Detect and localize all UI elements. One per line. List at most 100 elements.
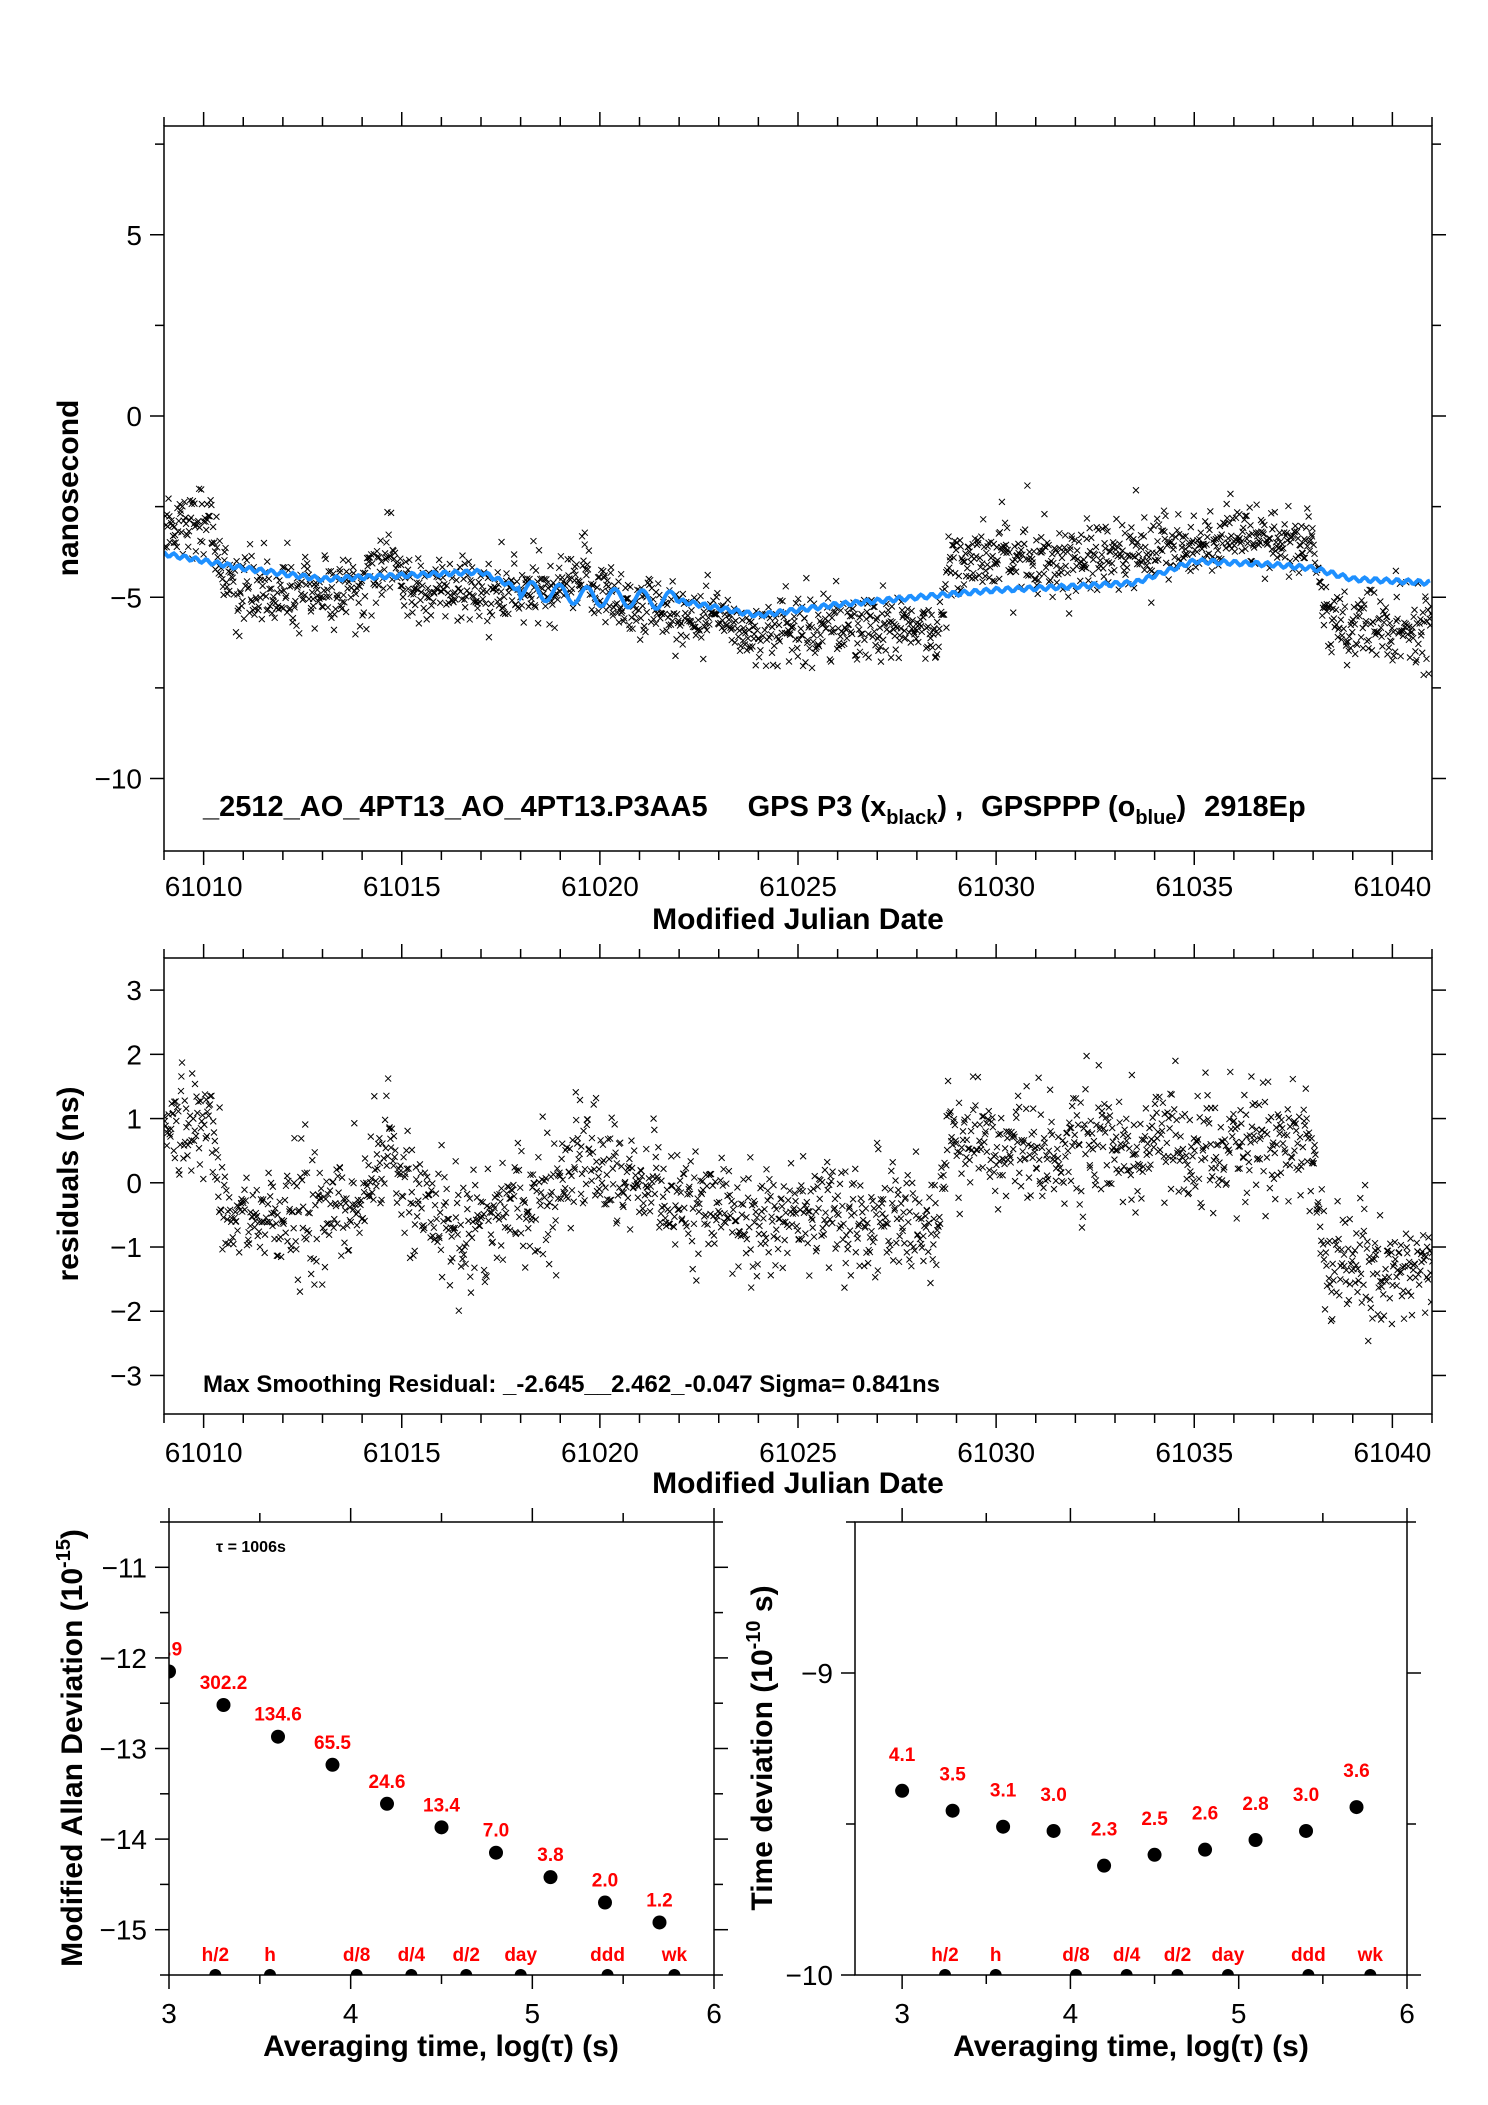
x-tick-label: 61025 [759, 871, 837, 902]
data-point-x [346, 1216, 354, 1224]
data-point-x [1237, 1106, 1244, 1114]
data-point-x [184, 1141, 192, 1149]
data-point-x [266, 585, 273, 593]
data-point-x [499, 1159, 506, 1167]
data-point-x [1357, 633, 1365, 641]
data-point-x [211, 548, 219, 555]
data-point-x [803, 1198, 811, 1206]
data-point-x [1061, 544, 1068, 551]
data-point-x [803, 639, 811, 647]
data-point-x [195, 1098, 202, 1106]
data-point-x [390, 1132, 398, 1140]
data-point-x [550, 1140, 558, 1147]
data-point-x [1188, 539, 1196, 547]
data-point-x [406, 1254, 414, 1262]
data-point-x [489, 1238, 497, 1246]
data-point-x [324, 586, 331, 593]
data-point-x [399, 593, 407, 601]
data-point-x [1279, 1140, 1287, 1147]
data-point-x [922, 655, 929, 663]
data-point-x [1094, 526, 1102, 534]
data-point-x [459, 1255, 466, 1263]
data-point-x [1307, 1187, 1315, 1195]
data-point-x [738, 1211, 746, 1219]
data-point-x [249, 1191, 257, 1199]
data-point-x [614, 1192, 622, 1199]
data-point-x [872, 616, 880, 624]
data-point-x [173, 1103, 181, 1111]
data-point-x [964, 1113, 971, 1121]
data-point-x [554, 596, 562, 603]
data-point-x [896, 1232, 903, 1240]
data-point-x [1171, 553, 1179, 561]
data-point-x [1298, 522, 1305, 530]
data-point-x [1036, 1177, 1044, 1185]
data-point-x [1012, 1108, 1020, 1116]
data-point-x [825, 1181, 833, 1189]
data-point-x [960, 581, 968, 588]
data-point-x [1029, 1154, 1037, 1162]
data-point-x [820, 1230, 828, 1238]
data-point-x [806, 1208, 814, 1215]
data-point-x [438, 1273, 446, 1281]
data-point-x [629, 625, 636, 633]
data-point-x [588, 1177, 596, 1185]
data-point-x [1399, 1263, 1407, 1271]
data-point-x [339, 556, 347, 564]
data-point-x [294, 1276, 302, 1284]
data-point-x [261, 1249, 269, 1257]
point-value-label: 2.5 [1141, 1809, 1168, 1830]
data-point-x [1179, 1145, 1187, 1153]
data-point-x [1057, 1169, 1065, 1177]
data-point-x [329, 1178, 337, 1186]
data-point-x [1223, 514, 1231, 522]
data-point-x [402, 558, 410, 566]
data-point-x [1014, 1092, 1022, 1100]
data-point-x [1227, 490, 1234, 498]
data-point-x [577, 1190, 585, 1198]
data-point-x [278, 604, 286, 611]
data-point-x [628, 1164, 636, 1172]
data-point-x [472, 1216, 480, 1224]
data-point-x [1204, 533, 1211, 541]
data-point-x [427, 612, 435, 619]
data-point-x [1228, 1133, 1236, 1140]
data-point-x [318, 603, 326, 610]
data-point-x [1407, 1235, 1414, 1242]
data-point-x [178, 1059, 186, 1066]
data-point-x [367, 551, 375, 558]
data-point-x [1231, 548, 1239, 555]
data-point-x [175, 1107, 182, 1115]
data-point-x [1306, 547, 1314, 555]
point-value-label: 7.0 [483, 1821, 509, 1842]
data-point-x [1047, 1127, 1054, 1135]
data-point-x [844, 1245, 851, 1253]
data-point-x [1373, 651, 1380, 658]
data-point-x [325, 1231, 333, 1239]
data-point-x [791, 1189, 799, 1197]
data-point-x [536, 1197, 543, 1204]
data-point-x [398, 1211, 405, 1218]
data-point-x [1314, 1199, 1322, 1206]
data-point-x [387, 509, 395, 517]
data-point-x [465, 558, 473, 566]
data-point-x [786, 1187, 794, 1195]
data-point-x [524, 1224, 532, 1232]
data-point-x [428, 1187, 435, 1194]
data-point-x [357, 1196, 365, 1204]
data-point-x [1054, 1133, 1062, 1141]
data-point-x [1075, 538, 1083, 545]
data-point-x [1187, 1143, 1195, 1150]
data-point-x [515, 1166, 523, 1174]
data-point-x [223, 1187, 230, 1194]
data-point-x [873, 1139, 881, 1147]
data-point-x [731, 639, 739, 646]
data-point-x [291, 1134, 298, 1142]
data-point-x [706, 1170, 714, 1178]
data-point-x [1030, 548, 1038, 555]
data-point-x [1339, 608, 1347, 616]
data-point-x [190, 1137, 198, 1145]
data-point-x [565, 1168, 573, 1176]
data-point-x [330, 1215, 338, 1223]
data-point-x [487, 1231, 495, 1238]
